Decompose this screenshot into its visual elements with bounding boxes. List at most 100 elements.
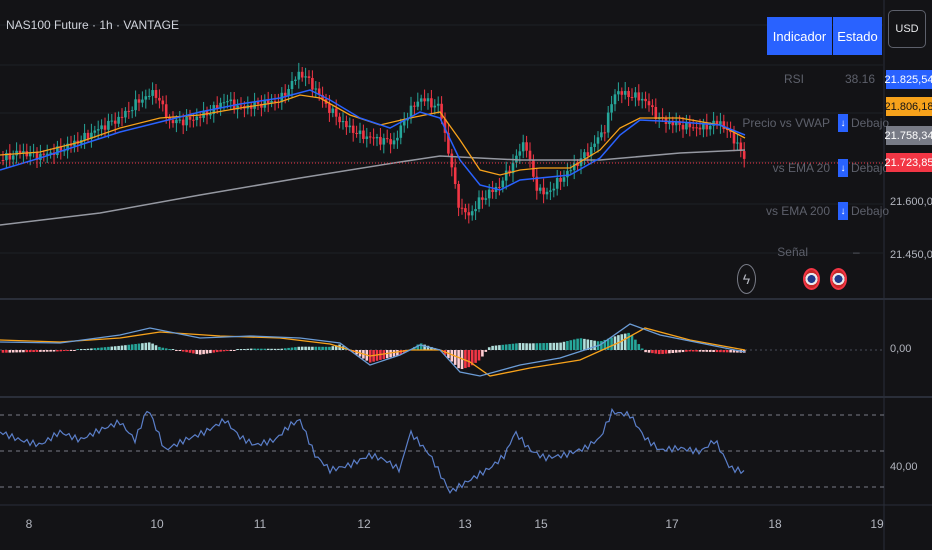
candle	[236, 105, 239, 110]
candle	[695, 127, 698, 129]
macd-histogram-bar	[688, 350, 692, 352]
candle	[294, 79, 297, 81]
macd-histogram-bar	[15, 350, 18, 353]
candle	[640, 98, 644, 101]
candle	[702, 122, 705, 130]
macd-histogram-bar	[695, 350, 698, 352]
candle	[739, 142, 743, 152]
macd-histogram-bar	[311, 346, 314, 350]
time-label: 8	[25, 517, 33, 531]
vwap-line	[0, 94, 746, 176]
macd-histogram-bar	[426, 345, 430, 350]
candle	[732, 132, 736, 144]
macd-histogram-bar	[202, 350, 205, 355]
macd-histogram-bar	[260, 348, 263, 350]
macd-histogram-bar	[181, 350, 185, 352]
macd-histogram-bar	[164, 348, 168, 350]
candle	[630, 96, 634, 98]
candle	[49, 152, 52, 154]
candle	[113, 120, 117, 124]
macd-histogram-bar	[474, 350, 477, 363]
row-vwap-label: Precio vs VWAP	[742, 116, 830, 130]
candle	[39, 153, 42, 160]
candle	[742, 151, 746, 159]
macd-histogram-bar	[532, 343, 535, 350]
macd-histogram-bar	[467, 350, 471, 368]
macd-histogram-bar	[93, 348, 97, 350]
candle	[474, 209, 477, 212]
macd-histogram-bar	[555, 342, 559, 350]
candle	[457, 184, 460, 208]
macd-histogram-bar	[545, 342, 549, 350]
macd-histogram-bar	[28, 350, 32, 353]
macd-histogram-bar	[576, 338, 579, 350]
candle	[634, 92, 637, 98]
macd-histogram-bar	[66, 350, 69, 351]
macd-histogram-bar	[280, 348, 284, 350]
macd-histogram-bar	[8, 350, 12, 353]
macd-histogram-bar	[79, 349, 83, 350]
candle	[596, 137, 600, 144]
candle	[385, 138, 389, 140]
candle	[491, 189, 494, 193]
macd-histogram-bar	[637, 344, 641, 350]
macd-histogram-bar	[175, 350, 178, 351]
candle	[331, 108, 335, 113]
macd-histogram-bar	[117, 345, 120, 350]
macd-histogram-bar	[671, 350, 675, 354]
candle	[576, 163, 579, 166]
candle	[654, 106, 658, 120]
macd-histogram-bar	[385, 350, 389, 359]
lightning-icon[interactable]: ϟ	[737, 264, 756, 294]
candle	[307, 76, 311, 78]
candle	[668, 121, 671, 124]
candle	[178, 119, 182, 121]
macd-histogram-bar	[511, 343, 515, 350]
candle	[18, 150, 22, 154]
candle	[375, 136, 379, 139]
candle	[300, 71, 304, 78]
candle	[705, 122, 709, 130]
candle	[168, 117, 171, 121]
macd-histogram-bar	[416, 344, 420, 350]
macd-histogram-bar	[168, 348, 171, 350]
candle	[484, 198, 488, 200]
us-flag-icon[interactable]	[830, 268, 847, 290]
candle	[260, 103, 263, 108]
macd-histogram-bar	[56, 350, 59, 352]
candle	[86, 132, 90, 139]
macd-histogram-bar	[32, 350, 35, 353]
macd-histogram-bar	[188, 350, 192, 353]
macd-histogram-bar	[515, 343, 518, 350]
price-tick-label: 21.600,00	[890, 196, 932, 208]
macd-histogram-bar	[226, 350, 229, 351]
candle	[402, 120, 406, 126]
macd-histogram-bar	[294, 347, 297, 350]
symbol-title[interactable]: NAS100 Future · 1h · VANTAGE	[6, 18, 179, 32]
macd-histogram-bar	[151, 343, 154, 350]
macd-histogram-bar	[603, 339, 607, 350]
macd-histogram-bar	[154, 345, 158, 350]
us-flag-icon[interactable]	[803, 268, 820, 290]
candle	[440, 103, 443, 119]
time-label: 11	[253, 517, 267, 531]
candle	[144, 96, 148, 100]
macd-histogram-bar	[107, 346, 110, 350]
candle	[644, 98, 647, 102]
table-header-state: Estado	[833, 17, 882, 55]
table-header-indicator: Indicador	[767, 17, 832, 55]
currency-button[interactable]: USD	[888, 10, 926, 48]
candle	[175, 119, 178, 124]
macd-histogram-bar	[300, 346, 304, 350]
macd-histogram-bar	[134, 343, 137, 350]
macd-histogram-bar	[69, 350, 73, 351]
candle	[161, 100, 165, 105]
candle	[297, 71, 301, 80]
macd-histogram-bar	[290, 347, 294, 350]
macd-histogram-bar	[464, 350, 467, 369]
macd-histogram-bar	[96, 347, 100, 350]
candle	[1, 160, 5, 161]
candle	[137, 99, 141, 103]
macd-histogram-bar	[535, 343, 539, 350]
